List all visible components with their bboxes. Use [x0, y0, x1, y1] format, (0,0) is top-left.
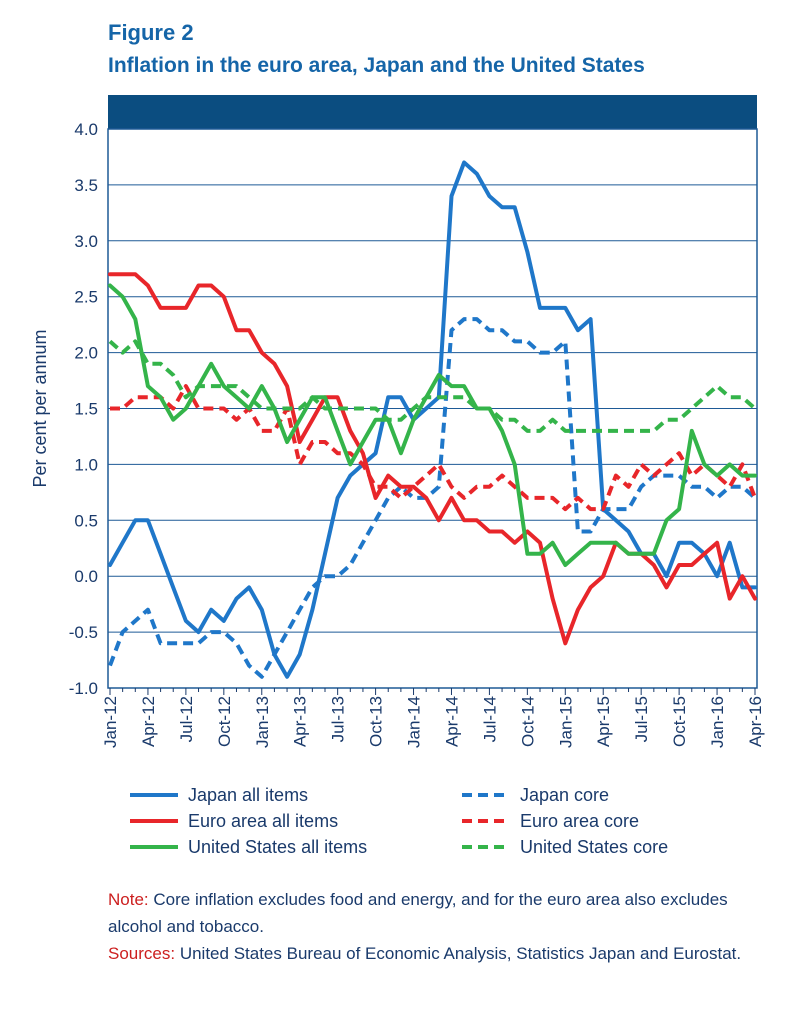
- note-text: Core inflation excludes food and energy,…: [108, 890, 728, 936]
- y-axis-label: Per cent per annum: [30, 329, 50, 487]
- series-line-euro-area-all-items: [108, 272, 757, 646]
- y-tick-label: 0.0: [74, 567, 98, 586]
- y-tick-label: 3.5: [74, 176, 98, 195]
- x-tick-label: Jan-12: [101, 696, 120, 748]
- legend-label-euro-area-core: Euro area core: [520, 811, 639, 831]
- x-tick-label: Jul-14: [480, 696, 499, 742]
- figure-label: Figure 2: [108, 20, 194, 45]
- chart-notes: Note: Core inflation excludes food and e…: [108, 886, 758, 967]
- chart-header-band: [108, 95, 757, 129]
- legend-label-euro-area-all-items: Euro area all items: [188, 811, 338, 831]
- x-tick-label: Jan-16: [708, 696, 727, 748]
- x-tick-label: Jul-12: [177, 696, 196, 742]
- line-chart: 4.0 3.5 3.0 2.5 2.0 1.5 1.0 0.5 0.0 -0.5 -1.0 Per c…: [30, 95, 765, 857]
- series-line-japan-all-items: [108, 160, 757, 679]
- x-tick-label: Jan-14: [405, 696, 424, 748]
- series-line-united-states-all-items: [108, 283, 757, 567]
- sources-label: Sources:: [108, 944, 176, 963]
- y-tick-label: 2.0: [74, 344, 98, 363]
- series-line-euro-area-core: [110, 384, 757, 512]
- x-tick-label: Apr-13: [291, 696, 310, 747]
- x-tick-label: Jul-13: [329, 696, 348, 742]
- x-tick-label: Apr-12: [139, 696, 158, 747]
- y-tick-label: 4.0: [74, 120, 98, 139]
- y-tick-label: 2.5: [74, 288, 98, 307]
- x-tick-label: Jan-13: [253, 696, 272, 748]
- legend-label-japan-core: Japan core: [520, 785, 609, 805]
- note-line: Note: Core inflation excludes food and e…: [108, 886, 758, 940]
- legend-label-united-states-core: United States core: [520, 837, 668, 857]
- y-tick-label: -1.0: [69, 679, 98, 698]
- series-line-united-states-core: [108, 339, 757, 433]
- sources-line: Sources: United States Bureau of Economi…: [108, 940, 758, 967]
- y-tick-label: 0.5: [74, 511, 98, 530]
- series-line-japan-core: [108, 317, 757, 679]
- y-tick-label: -0.5: [69, 623, 98, 642]
- figure-title: Inflation in the euro area, Japan and th…: [108, 54, 645, 77]
- x-tick-label: Oct-14: [518, 696, 537, 747]
- x-tick-label: Apr-14: [442, 696, 461, 747]
- y-tick-label: 1.5: [74, 400, 98, 419]
- y-tick-label: 3.0: [74, 232, 98, 251]
- x-tick-label: Apr-15: [594, 696, 613, 747]
- x-tick-label: Apr-16: [746, 696, 765, 747]
- x-tick-label: Jul-15: [632, 696, 651, 742]
- legend-label-united-states-all-items: United States all items: [188, 837, 367, 857]
- note-label: Note:: [108, 890, 149, 909]
- sources-text: United States Bureau of Economic Analysi…: [179, 944, 742, 963]
- plot-frame: [107, 128, 758, 689]
- x-tick-label: Oct-13: [367, 696, 386, 747]
- x-tick-label: Oct-15: [670, 696, 689, 747]
- x-tick-label: Oct-12: [215, 696, 234, 747]
- legend-label-japan-all-items: Japan all items: [188, 785, 308, 805]
- x-tick-label: Jan-15: [556, 696, 575, 748]
- y-tick-label: 1.0: [74, 455, 98, 474]
